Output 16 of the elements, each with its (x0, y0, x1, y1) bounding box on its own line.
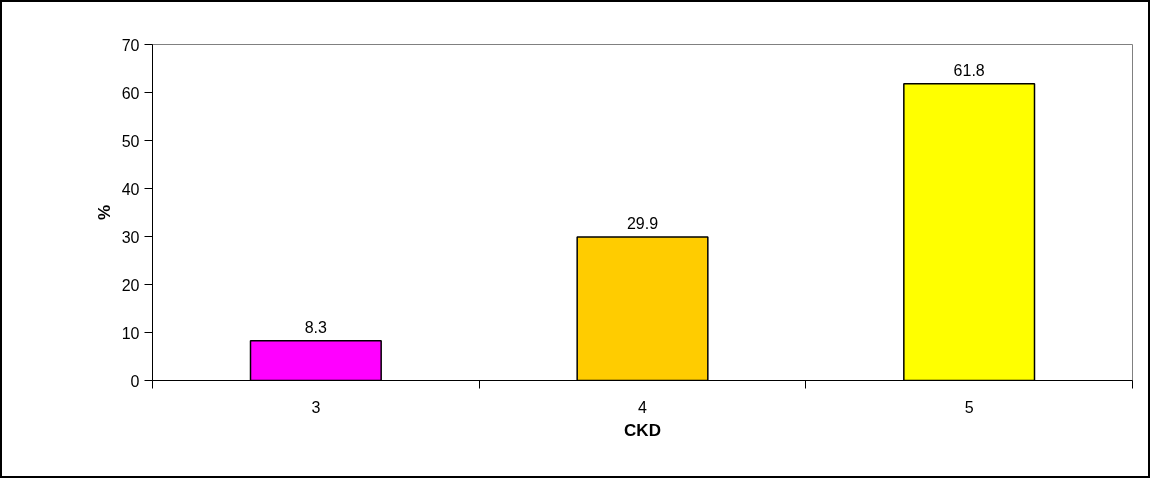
y-axis-title: % (94, 204, 114, 221)
y-tick-label: 40 (121, 180, 140, 198)
data-label: 61.8 (953, 61, 985, 79)
y-tick-label: 70 (121, 36, 140, 54)
x-tick-label: 5 (964, 398, 974, 416)
x-tick-label: 4 (638, 398, 648, 416)
y-tick-label: 60 (121, 84, 140, 102)
y-tick-label: 30 (121, 228, 140, 246)
data-label: 8.3 (304, 318, 328, 336)
y-tick-label: 50 (121, 132, 140, 150)
y-tick-label: 10 (121, 324, 140, 342)
data-label: 29.9 (626, 214, 659, 232)
x-axis-title: CKD (624, 420, 661, 440)
y-tick-label: 0 (130, 372, 140, 390)
y-tick-label: 20 (121, 276, 140, 294)
x-tick-label: 3 (311, 398, 321, 416)
